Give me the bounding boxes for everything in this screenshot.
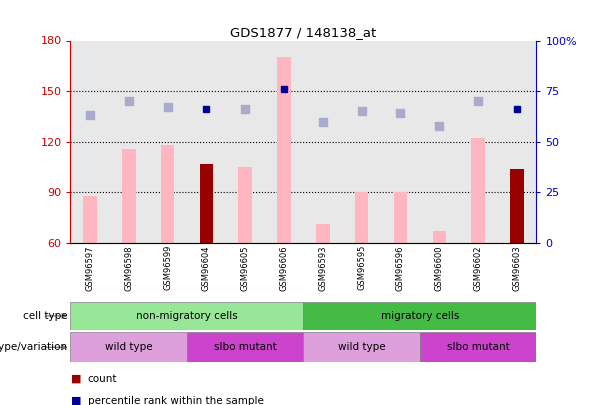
Text: ■: ■ <box>70 396 81 405</box>
Bar <box>433 231 446 243</box>
Text: slbo mutant: slbo mutant <box>214 342 276 352</box>
Text: wild type: wild type <box>105 342 153 352</box>
Text: genotype/variation: genotype/variation <box>0 342 67 352</box>
Bar <box>200 164 213 243</box>
Bar <box>277 58 291 243</box>
Text: cell type: cell type <box>23 311 67 321</box>
Bar <box>394 192 407 243</box>
Bar <box>187 332 303 362</box>
Bar <box>316 224 330 243</box>
Text: count: count <box>88 374 117 384</box>
Text: percentile rank within the sample: percentile rank within the sample <box>88 396 264 405</box>
Bar <box>238 167 252 243</box>
Bar <box>420 332 536 362</box>
Text: GSM96598: GSM96598 <box>124 245 133 290</box>
Text: GSM96600: GSM96600 <box>435 245 444 290</box>
Bar <box>70 332 187 362</box>
Title: GDS1877 / 148138_at: GDS1877 / 148138_at <box>230 26 376 39</box>
Bar <box>122 149 135 243</box>
Text: GSM96593: GSM96593 <box>318 245 327 290</box>
Bar <box>303 302 536 330</box>
Bar <box>70 302 303 330</box>
Text: GSM96603: GSM96603 <box>512 245 522 291</box>
Text: ■: ■ <box>70 374 81 384</box>
Text: GSM96604: GSM96604 <box>202 245 211 290</box>
Text: GSM96599: GSM96599 <box>163 245 172 290</box>
Bar <box>471 139 485 243</box>
Bar <box>161 145 174 243</box>
Text: wild type: wild type <box>338 342 386 352</box>
Text: slbo mutant: slbo mutant <box>447 342 509 352</box>
Text: migratory cells: migratory cells <box>381 311 459 321</box>
Bar <box>83 196 97 243</box>
Text: GSM96606: GSM96606 <box>280 245 289 291</box>
Text: GSM96597: GSM96597 <box>85 245 94 290</box>
Text: GSM96596: GSM96596 <box>396 245 405 290</box>
Text: GSM96595: GSM96595 <box>357 245 366 290</box>
Text: non-migratory cells: non-migratory cells <box>136 311 238 321</box>
Bar <box>303 332 420 362</box>
Bar <box>355 192 368 243</box>
Bar <box>510 169 524 243</box>
Text: GSM96602: GSM96602 <box>474 245 482 290</box>
Text: GSM96605: GSM96605 <box>241 245 249 290</box>
